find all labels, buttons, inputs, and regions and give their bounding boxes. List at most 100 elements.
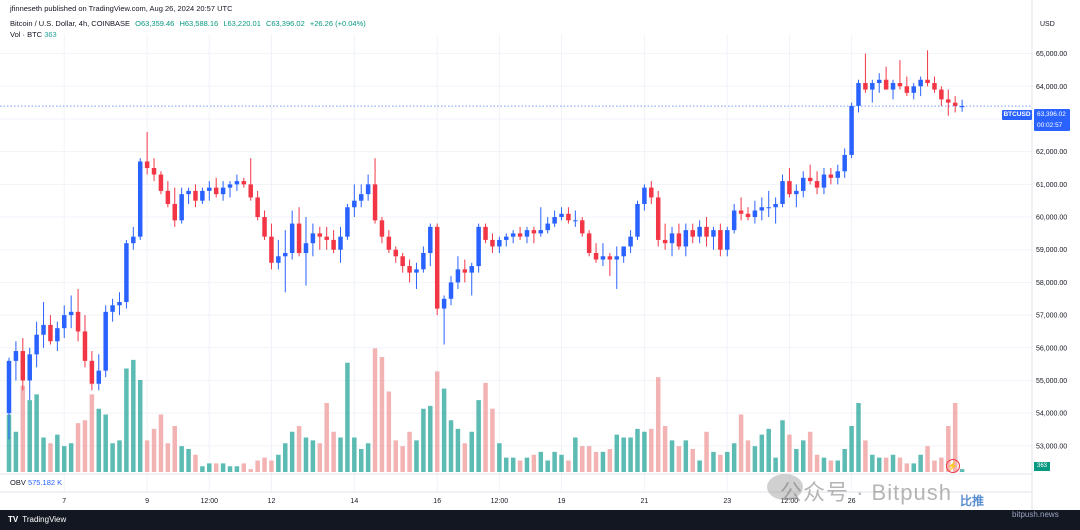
obv-legend[interactable]: OBV 575.182 K xyxy=(10,478,62,487)
last-price: 63,396.02 xyxy=(1037,111,1066,118)
volume-bar xyxy=(179,446,184,472)
candle xyxy=(718,223,723,257)
candle xyxy=(379,217,385,244)
candle-body xyxy=(220,187,226,195)
volume-bar xyxy=(483,382,488,472)
candle xyxy=(393,246,399,263)
volume-bar xyxy=(579,446,585,472)
time-axis[interactable]: 7 9 12:00 12 14 16 12:00 19 21 23 12:00 26 xyxy=(62,498,855,505)
chart-grid xyxy=(0,34,1032,492)
symbol-legend[interactable]: Bitcoin / U.S. Dollar, 4h, COINBASE O63,… xyxy=(10,19,369,28)
volume-bar xyxy=(345,362,350,472)
candle xyxy=(904,76,910,97)
candle xyxy=(711,226,716,250)
volume-bar xyxy=(725,451,730,472)
candle xyxy=(552,210,557,227)
candle-body xyxy=(897,83,903,87)
candle xyxy=(483,223,488,244)
candle xyxy=(876,73,882,93)
candle xyxy=(400,253,405,273)
candle-body xyxy=(276,256,281,263)
candle-body xyxy=(41,324,46,335)
candle xyxy=(82,315,88,368)
volume-bar xyxy=(814,454,820,472)
candle xyxy=(856,79,861,113)
candle xyxy=(269,223,274,270)
candle-body xyxy=(835,171,841,178)
symbol-name[interactable]: Bitcoin / U.S. Dollar, 4h, COINBASE xyxy=(10,19,131,28)
candle-body xyxy=(441,298,447,309)
volume-bar xyxy=(103,414,108,472)
candle xyxy=(621,246,626,263)
volume-bar xyxy=(421,408,426,472)
candle-body xyxy=(579,220,585,234)
volume-bar xyxy=(110,443,115,472)
candle-body xyxy=(289,223,295,253)
candle xyxy=(179,187,184,224)
volume-bar xyxy=(428,405,433,472)
candle xyxy=(490,233,495,253)
volume-bar xyxy=(586,446,592,472)
volume-bar xyxy=(828,460,834,472)
candle xyxy=(607,253,613,276)
candle-body xyxy=(614,256,620,260)
candle-body xyxy=(414,269,419,273)
candle xyxy=(234,174,240,191)
candle-body xyxy=(635,203,640,237)
volume-bar xyxy=(34,394,39,472)
candle xyxy=(807,164,813,185)
candle xyxy=(545,217,550,234)
candle-body xyxy=(407,266,412,273)
candle-body xyxy=(386,236,392,250)
volume-bar xyxy=(794,449,799,472)
candle xyxy=(193,184,198,208)
tradingview-logo[interactable]: TV TradingView xyxy=(8,515,66,524)
candle xyxy=(524,226,530,244)
volume-bar xyxy=(531,454,537,472)
alert-bolt-icon[interactable]: ⚡ xyxy=(946,459,960,473)
volume-bar xyxy=(75,423,81,472)
open-value: O63,359.46 xyxy=(135,19,175,28)
time-tick-label: 12:00 xyxy=(491,498,509,505)
volume-bar xyxy=(124,368,129,472)
volume-bar xyxy=(946,426,951,472)
candle-body xyxy=(151,168,157,175)
candle-body xyxy=(821,174,827,188)
candle-body xyxy=(759,207,765,211)
candle xyxy=(890,79,896,100)
volume-legend[interactable]: Vol · BTC 363 xyxy=(10,30,57,39)
volume-bar xyxy=(759,434,765,472)
volume-bar xyxy=(904,463,910,472)
candle-body xyxy=(27,354,32,381)
candle xyxy=(849,102,854,159)
candle xyxy=(421,246,426,273)
candle xyxy=(6,357,12,440)
volume-bar xyxy=(524,457,530,472)
price-tick-label: 55,000.00 xyxy=(1036,378,1067,385)
candle-body xyxy=(876,79,882,84)
volume-bar xyxy=(876,457,882,472)
currency-label[interactable]: USD xyxy=(1040,21,1055,28)
obv-label: OBV xyxy=(10,478,26,487)
volume-bar xyxy=(255,460,260,472)
candle-body xyxy=(690,230,695,237)
candle xyxy=(289,210,295,260)
candle-body xyxy=(683,230,689,247)
candle xyxy=(310,223,316,257)
candle-body xyxy=(434,226,440,309)
volume-bar xyxy=(137,380,143,472)
candle xyxy=(414,262,419,289)
candle xyxy=(683,223,689,257)
price-tick-label: 62,000.00 xyxy=(1036,149,1067,156)
candle xyxy=(220,181,226,201)
volume-bar xyxy=(600,451,606,472)
candle-body xyxy=(283,253,288,257)
candle-body xyxy=(352,200,357,208)
candle xyxy=(27,347,32,401)
candle xyxy=(75,288,81,342)
volume-bar xyxy=(939,457,944,472)
time-tick-label: 23 xyxy=(723,498,731,505)
candle xyxy=(151,158,157,182)
candle xyxy=(731,203,737,234)
